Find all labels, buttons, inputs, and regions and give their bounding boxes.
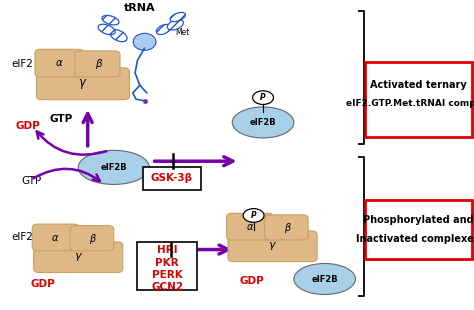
Text: eIF2B: eIF2B <box>311 274 338 284</box>
Text: eIF2B: eIF2B <box>250 118 276 127</box>
Text: $\beta$: $\beta$ <box>95 57 103 71</box>
Text: eIF2.GTP.Met.tRNAI complex: eIF2.GTP.Met.tRNAI complex <box>346 99 474 108</box>
Text: eIF2: eIF2 <box>12 59 34 69</box>
Text: GDP: GDP <box>15 121 40 131</box>
Text: Inactivated complexes: Inactivated complexes <box>356 234 474 244</box>
Text: HRI: HRI <box>157 245 177 255</box>
Ellipse shape <box>110 30 127 42</box>
Text: GCN2: GCN2 <box>151 282 183 292</box>
Ellipse shape <box>170 12 185 22</box>
Text: GTP: GTP <box>21 176 42 186</box>
FancyArrowPatch shape <box>33 169 100 181</box>
FancyBboxPatch shape <box>264 215 308 240</box>
Circle shape <box>253 91 273 104</box>
FancyBboxPatch shape <box>75 51 120 77</box>
Text: $\alpha$: $\alpha$ <box>51 233 60 243</box>
Text: PKR: PKR <box>155 258 179 268</box>
FancyArrowPatch shape <box>36 131 106 155</box>
FancyBboxPatch shape <box>36 68 129 100</box>
Ellipse shape <box>294 264 356 294</box>
Text: $\beta$: $\beta$ <box>90 232 97 246</box>
FancyBboxPatch shape <box>143 167 201 190</box>
FancyBboxPatch shape <box>365 62 472 137</box>
Ellipse shape <box>78 150 149 184</box>
FancyBboxPatch shape <box>365 200 472 259</box>
Text: PERK: PERK <box>152 270 182 280</box>
Text: $\alpha$: $\alpha$ <box>246 222 254 232</box>
Text: eIF2: eIF2 <box>12 232 34 242</box>
FancyBboxPatch shape <box>35 49 83 77</box>
Text: GTP: GTP <box>50 114 73 124</box>
Text: $\beta$: $\beta$ <box>284 221 292 235</box>
FancyBboxPatch shape <box>228 231 317 262</box>
Text: Activated ternary: Activated ternary <box>370 80 467 90</box>
Text: GDP: GDP <box>239 276 264 286</box>
Text: tRNA: tRNA <box>124 3 155 13</box>
Ellipse shape <box>102 16 119 25</box>
FancyBboxPatch shape <box>70 226 114 251</box>
FancyBboxPatch shape <box>34 242 123 272</box>
Ellipse shape <box>133 33 156 50</box>
Text: eIF2B: eIF2B <box>100 163 127 172</box>
Text: $\gamma$: $\gamma$ <box>78 77 88 91</box>
Ellipse shape <box>156 24 171 34</box>
Text: GDP: GDP <box>30 279 55 289</box>
Text: $\gamma$: $\gamma$ <box>73 251 83 263</box>
Text: $\alpha$: $\alpha$ <box>55 58 64 69</box>
FancyBboxPatch shape <box>32 224 79 251</box>
Text: Phosphorylated and: Phosphorylated and <box>363 215 474 225</box>
FancyBboxPatch shape <box>227 213 273 240</box>
Text: $\gamma$: $\gamma$ <box>268 241 277 252</box>
FancyBboxPatch shape <box>137 242 197 290</box>
Circle shape <box>243 209 264 222</box>
Ellipse shape <box>232 107 294 138</box>
Text: P: P <box>251 211 256 220</box>
Text: GSK-3β: GSK-3β <box>151 173 193 183</box>
Text: Met: Met <box>175 28 190 37</box>
Text: P: P <box>260 93 266 102</box>
Ellipse shape <box>167 20 183 30</box>
Ellipse shape <box>98 24 115 35</box>
